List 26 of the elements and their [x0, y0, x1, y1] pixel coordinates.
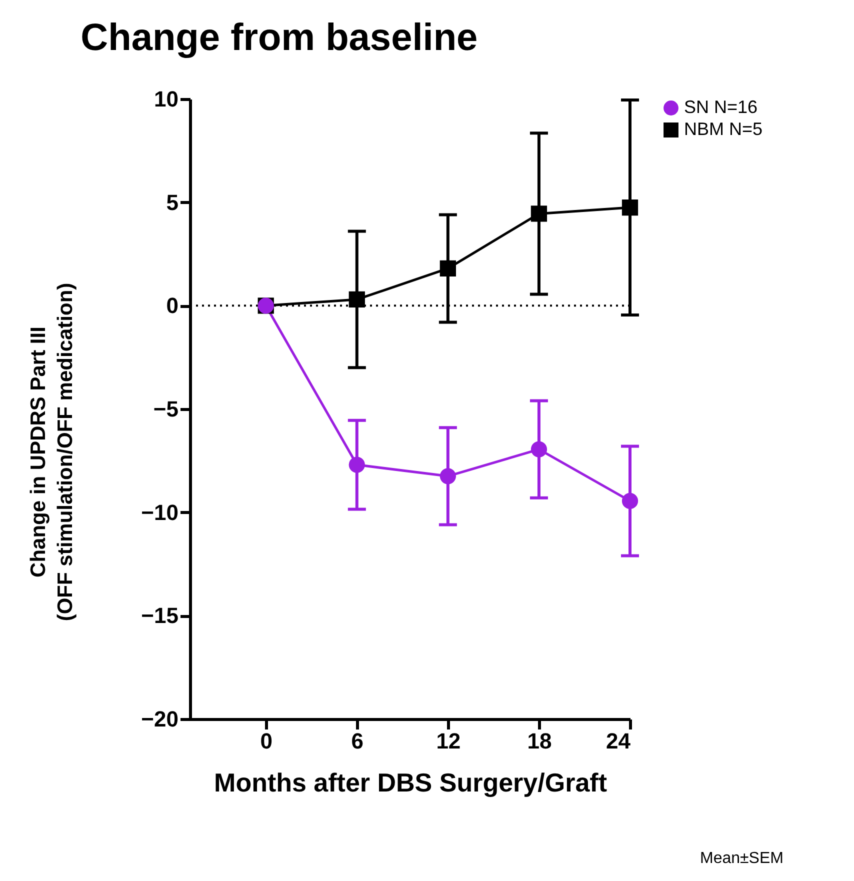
y-tick-label: 10: [154, 86, 178, 112]
text: Mean±SEM: [700, 850, 784, 868]
x-tick-label: 12: [436, 728, 461, 754]
y-tick-label: −20: [141, 706, 178, 732]
point: [530, 206, 548, 222]
point: [530, 441, 548, 458]
point: [622, 492, 638, 510]
point: [440, 260, 456, 277]
legend-label: SN N=16: [684, 97, 758, 117]
legend-label: NBM N=5: [684, 119, 763, 139]
x-tick-label: 24: [606, 728, 632, 754]
chart-title: Change from baseline: [80, 17, 478, 59]
x-tick-label: 18: [527, 728, 552, 754]
y-tick-label: 0: [166, 293, 178, 318]
x-tick-label: 6: [351, 728, 364, 754]
point: [348, 456, 365, 473]
point: [622, 199, 638, 216]
x-axis-title: Months after DBS Surgery/Graft: [214, 768, 608, 798]
y-axis-title: Change in UPDRS Part III (OFF stimulation/OFF medication): [26, 282, 78, 624]
y-tick-label: −15: [141, 603, 178, 628]
point: [348, 291, 365, 308]
y-tick-label: −10: [141, 500, 178, 525]
x-tick-label: 0: [260, 728, 272, 754]
y-tick-label: −5: [153, 396, 178, 422]
point: [440, 468, 456, 484]
y-tick-label: 5: [166, 190, 178, 215]
